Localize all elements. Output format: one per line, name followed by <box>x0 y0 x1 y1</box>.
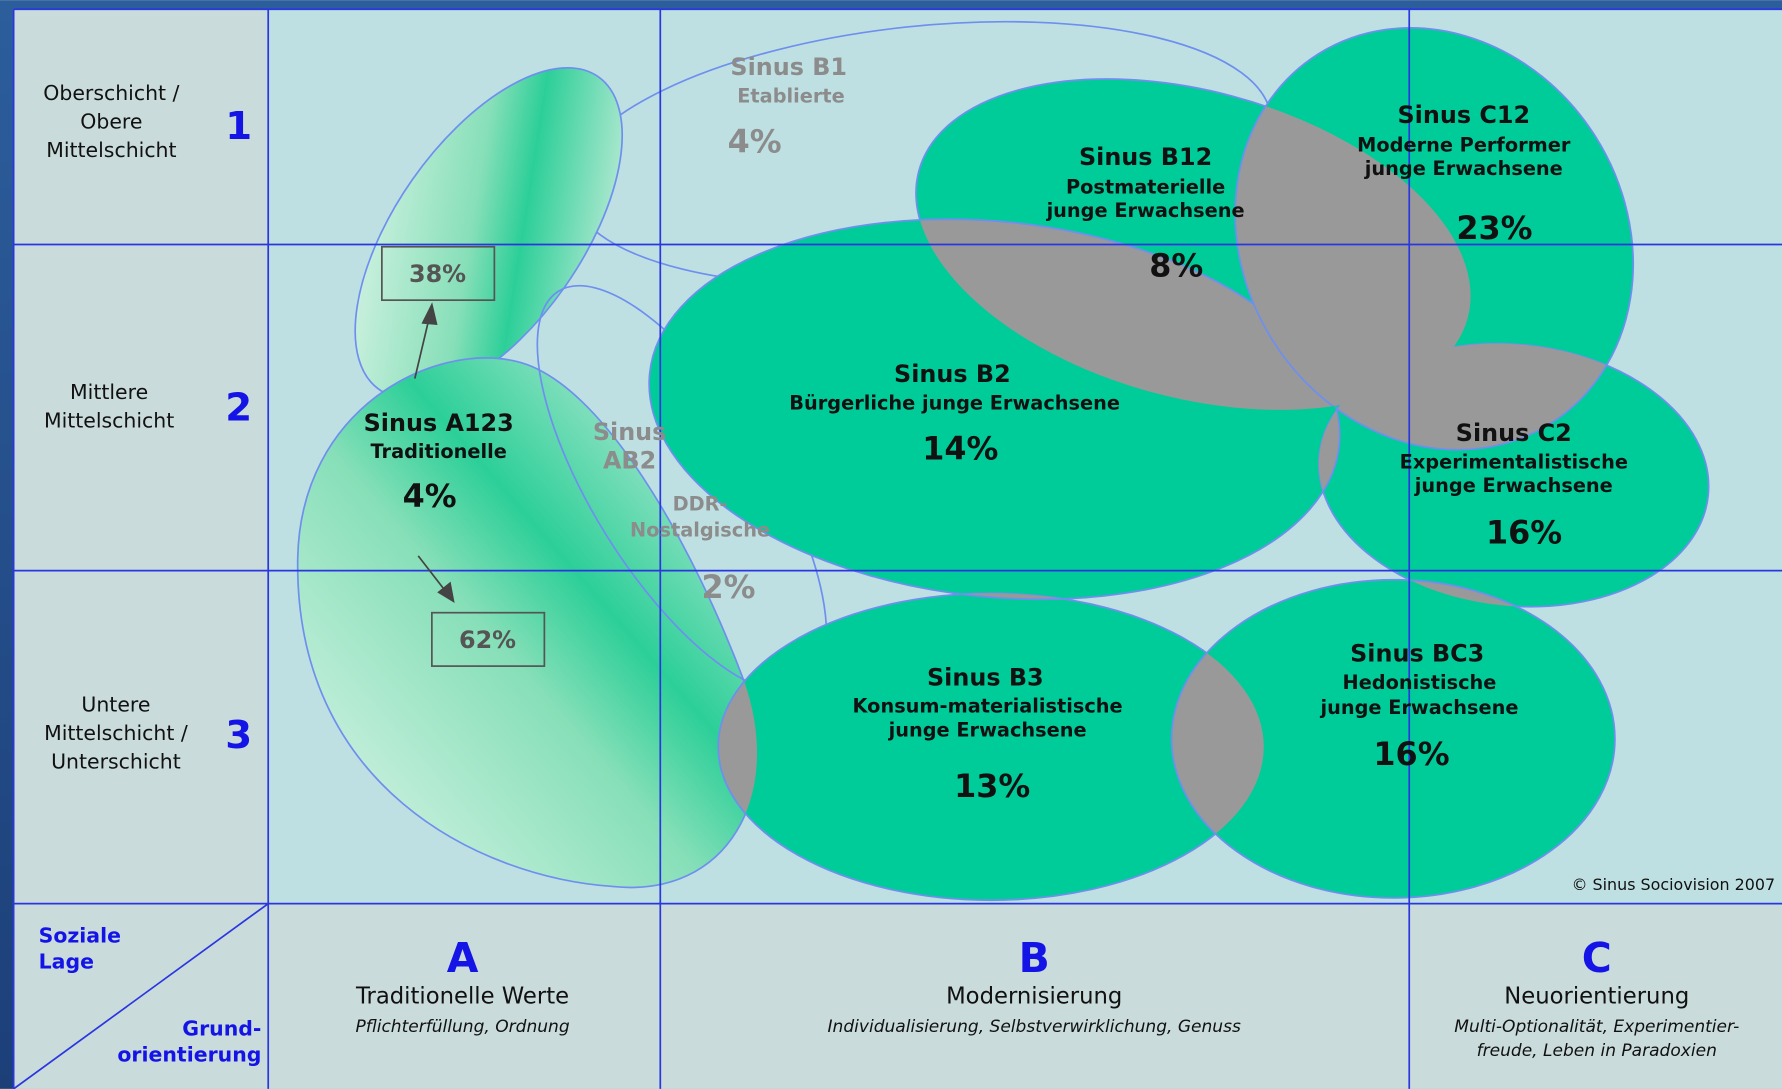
copyright: © Sinus Sociovision 2007 <box>1572 875 1776 894</box>
milieu-description: Hedonistische <box>1343 671 1497 694</box>
share-box <box>381 245 496 302</box>
row-number: 3 <box>225 713 252 758</box>
row-label: Oberschicht / Obere Mittelschicht <box>43 81 179 162</box>
milieu-name: Sinus BC3 <box>1350 640 1484 668</box>
milieu-description: Bürgerliche junge Erwachsene <box>789 391 1120 414</box>
milieu-share: 14% <box>922 429 998 467</box>
column-subtitle: Pflichterfüllung, Ordnung <box>355 1017 569 1037</box>
milieu-share: 2% <box>701 568 755 606</box>
column-subtitle: Individualisierung, Selbstverwirklichung… <box>828 1017 1241 1037</box>
milieu-name: Sinus A123 <box>364 409 514 437</box>
share-box <box>431 611 546 667</box>
milieu-name: Sinus B1 <box>730 53 847 81</box>
milieu-description: junge Erwachsene <box>1414 474 1613 497</box>
milieu-description: Experimentalistische <box>1400 450 1628 473</box>
share-box-label: 62% <box>459 626 516 654</box>
column-title: Modernisierung <box>946 984 1122 1010</box>
corner-label: Grund-orientierung <box>117 1016 261 1066</box>
milieu-description: DDR-Nostalgische <box>630 492 770 541</box>
column-letter: B <box>1019 934 1050 982</box>
milieu-share: 13% <box>954 767 1030 805</box>
milieu-description: Konsum-materialistische <box>853 695 1123 718</box>
arrows <box>413 302 455 604</box>
milieu-name: Sinus C2 <box>1456 419 1572 447</box>
milieu-description: junge Erwachsene <box>1046 199 1245 222</box>
milieu-name: Sinus C12 <box>1398 101 1531 129</box>
column-subtitle: Multi-Optionalität, Experimentier- <box>1454 1017 1739 1037</box>
row-label: Untere Mittelschicht / Unterschicht <box>44 693 188 774</box>
milieu-share: 4% <box>728 122 782 160</box>
column-subtitle: freude, Leben in Paradoxien <box>1477 1041 1717 1061</box>
shape-a-upper <box>354 66 624 400</box>
column-label-row <box>268 903 1782 1089</box>
milieu-name: Sinus B3 <box>927 663 1044 691</box>
arrow <box>417 555 447 592</box>
corner-label: Soziale Lage <box>39 923 121 973</box>
milieu-description: Traditionelle <box>371 440 507 463</box>
milieu-description: junge Erwachsene <box>1319 696 1518 719</box>
milieu-description: Postmaterielle <box>1066 175 1225 198</box>
milieu-share: 16% <box>1486 513 1562 551</box>
arrowhead <box>421 302 438 325</box>
milieu-name: Sinus AB2 <box>593 418 667 474</box>
milieu-description: junge Erwachsene <box>1364 157 1563 180</box>
milieu-name: Sinus B2 <box>894 360 1011 388</box>
arrow <box>413 315 431 379</box>
column-letter: C <box>1582 934 1612 982</box>
column-title: Traditionelle Werte <box>355 984 569 1010</box>
milieu-share: 23% <box>1456 209 1532 247</box>
milieu-share: 8% <box>1149 246 1203 284</box>
share-box-label: 38% <box>409 260 466 288</box>
milieu-name: Sinus B12 <box>1079 143 1212 171</box>
milieu-share: 4% <box>403 477 457 515</box>
milieu-share: 16% <box>1373 735 1449 773</box>
row-label: Mittlere Mittelschicht <box>44 380 174 432</box>
arrowhead <box>437 581 455 604</box>
row-label-column <box>13 9 269 1089</box>
milieu-description: junge Erwachsene <box>888 719 1087 742</box>
grid-lines <box>12 8 1782 1089</box>
milieu-description: Moderne Performer <box>1357 133 1571 156</box>
row-number: 1 <box>225 104 252 149</box>
corner-diagonal <box>13 902 269 1089</box>
milieu-description: Etablierte <box>737 84 844 107</box>
column-letter: A <box>447 934 479 982</box>
column-title: Neuorientierung <box>1504 984 1689 1010</box>
row-number: 2 <box>225 386 252 431</box>
